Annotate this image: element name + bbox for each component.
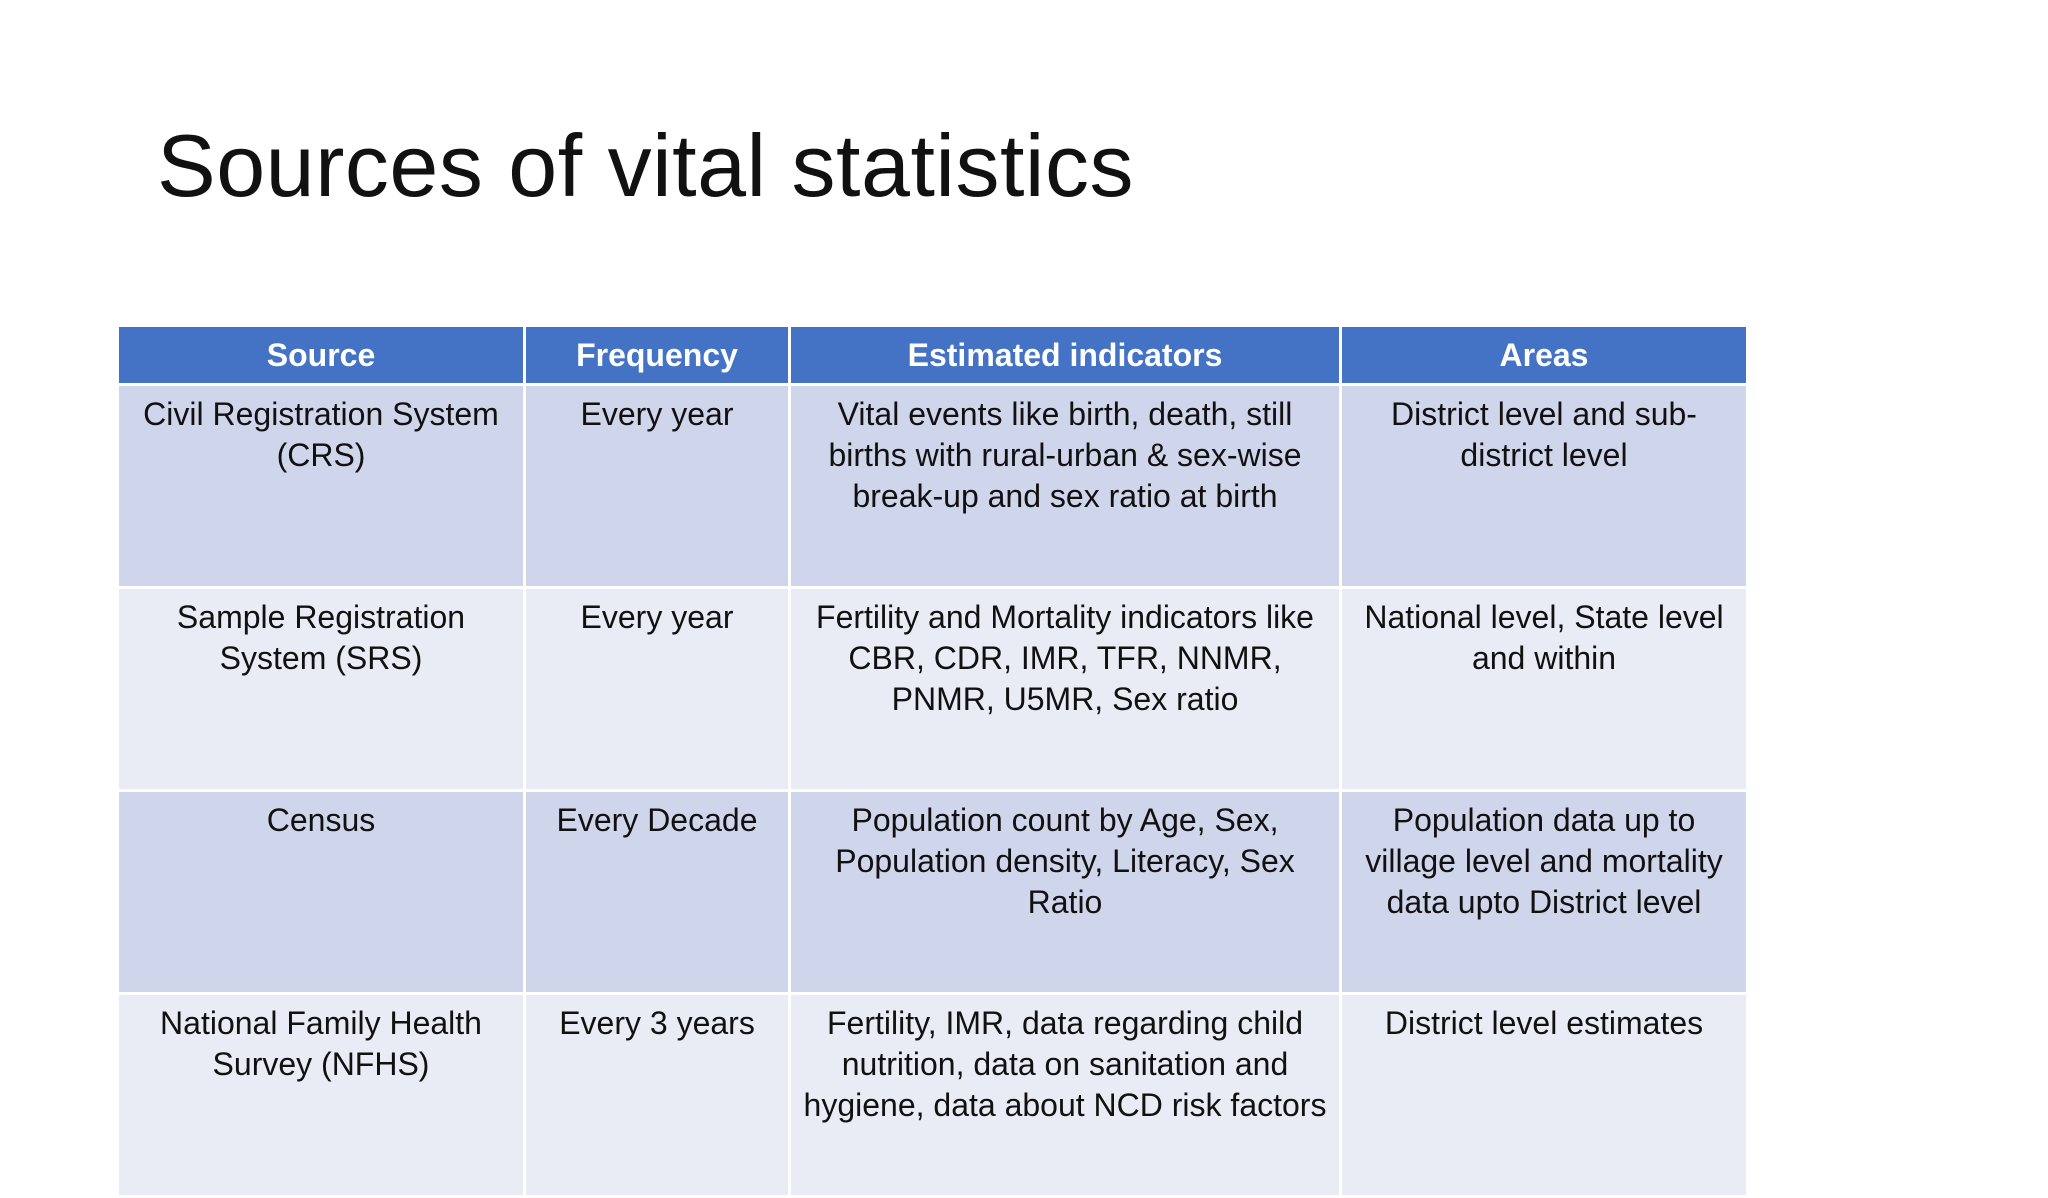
cell-indicators: Fertility, IMR, data regarding child nut…: [788, 992, 1342, 1198]
cell-areas: National level, State level and within: [1339, 586, 1749, 792]
cell-indicators: Fertility and Mortality indicators like …: [788, 586, 1342, 792]
table-row: National Family Health Survey (NFHS) Eve…: [116, 992, 1749, 1198]
cell-source: Census: [116, 789, 526, 995]
cell-areas: District level estimates: [1339, 992, 1749, 1198]
cell-source: Civil Registration System (CRS): [116, 383, 526, 589]
header-source: Source: [116, 324, 526, 386]
table-header-row: Source Frequency Estimated indicators Ar…: [116, 324, 1749, 386]
cell-frequency: Every year: [523, 586, 791, 792]
header-estimated-indicators: Estimated indicators: [788, 324, 1342, 386]
cell-frequency: Every 3 years: [523, 992, 791, 1198]
table-row: Sample Registration System (SRS) Every y…: [116, 586, 1749, 792]
cell-frequency: Every year: [523, 383, 791, 589]
cell-source: National Family Health Survey (NFHS): [116, 992, 526, 1198]
cell-source: Sample Registration System (SRS): [116, 586, 526, 792]
slide-title: Sources of vital statistics: [157, 116, 1134, 215]
cell-indicators: Vital events like birth, death, still bi…: [788, 383, 1342, 589]
table-row: Census Every Decade Population count by …: [116, 789, 1749, 995]
vital-statistics-table: Source Frequency Estimated indicators Ar…: [116, 324, 1749, 1198]
cell-frequency: Every Decade: [523, 789, 791, 995]
header-frequency: Frequency: [523, 324, 791, 386]
header-areas: Areas: [1339, 324, 1749, 386]
table-row: Civil Registration System (CRS) Every ye…: [116, 383, 1749, 589]
cell-areas: Population data up to village level and …: [1339, 789, 1749, 995]
cell-indicators: Population count by Age, Sex, Population…: [788, 789, 1342, 995]
cell-areas: District level and sub-district level: [1339, 383, 1749, 589]
